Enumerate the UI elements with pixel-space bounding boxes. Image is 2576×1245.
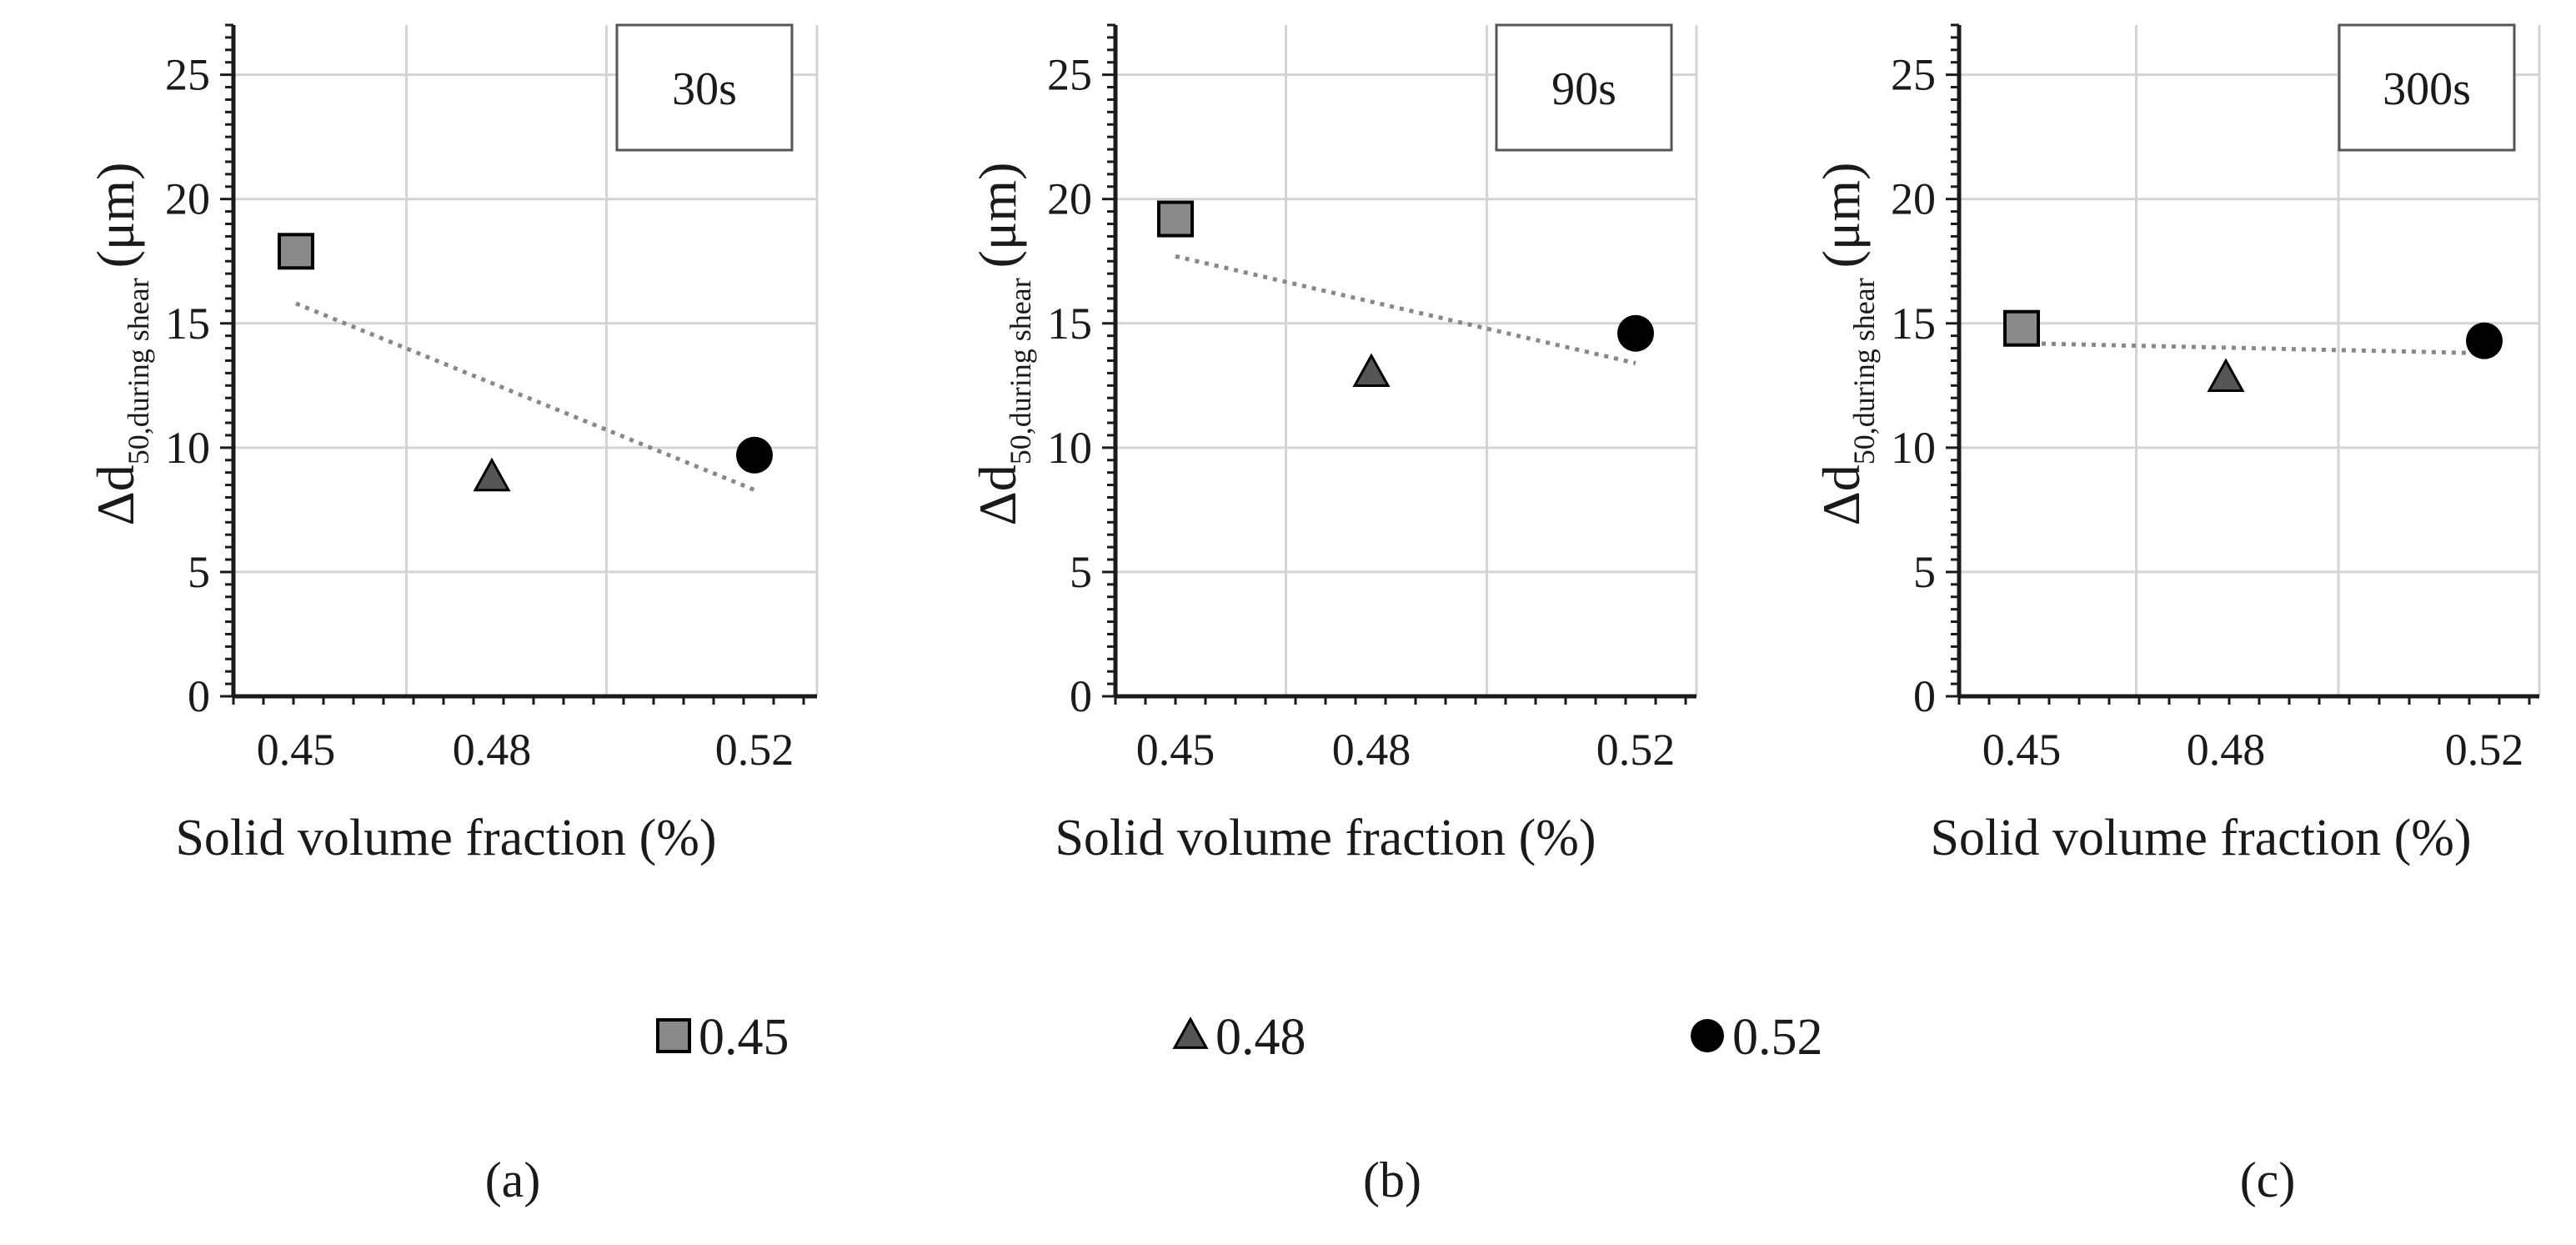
x-tick-label: 0.52	[1596, 725, 1676, 775]
trendline	[2021, 341, 2485, 356]
data-point-triangle-048	[2207, 358, 2245, 392]
x-tick-label: 0.45	[257, 725, 336, 775]
time-label-box	[615, 23, 794, 152]
legend-item: 0.52	[1691, 1009, 1823, 1066]
time-label: 30s	[672, 63, 737, 115]
x-axis-title: Solid volume fraction (%)	[1055, 810, 1596, 866]
y-title-subscript: 50,during shear	[122, 278, 155, 464]
data-point-square-045	[278, 233, 314, 270]
chart-panel-3: 0 5 10 15 20 25 0.45 0.48 0.52 Solid volume fract…	[1812, 23, 2541, 1207]
y-tick-label: 5	[188, 547, 210, 597]
y-tick-label: 25	[165, 50, 210, 100]
y-tick-label: 0	[188, 671, 210, 721]
y-tick-label: 25	[1047, 50, 1092, 100]
data-point-circle-052	[2466, 322, 2503, 359]
y-axis-title: Δd50,during shear (μm)	[1812, 163, 1881, 526]
trendline	[295, 301, 755, 492]
y-tick-label: 10	[1891, 423, 1936, 473]
legend-label: 0.48	[1215, 1009, 1306, 1066]
y-axis-title: Δd50,during shear (μm)	[86, 163, 155, 526]
y-title-unit: (μm)	[86, 163, 145, 269]
legend-label: 0.52	[1732, 1009, 1823, 1066]
legend-item: 0.48	[1172, 1009, 1306, 1066]
legend: 0.45 0.48 0.52	[656, 1009, 1823, 1066]
panel-label: (b)	[1363, 1152, 1421, 1207]
panel-label: (c)	[2240, 1152, 2296, 1207]
panel-label: (a)	[485, 1152, 541, 1207]
legend-item: 0.45	[656, 1009, 789, 1066]
x-axis-title: Solid volume fraction (%)	[175, 810, 716, 866]
y-tick-label: 20	[1047, 174, 1092, 224]
x-tick-label: 0.48	[453, 725, 532, 775]
y-tick-label: 25	[1891, 50, 1936, 100]
y-title-unit: (μm)	[968, 163, 1027, 269]
data-point-square-045	[2003, 309, 2040, 347]
y-tick-label: 0	[1913, 671, 1936, 721]
y-tick-label: 10	[165, 423, 210, 473]
data-point-circle-052	[1617, 314, 1654, 352]
y-title-unit: (μm)	[1812, 163, 1871, 269]
y-title-subscript: 50,during shear	[1004, 278, 1037, 464]
time-label-box	[2338, 23, 2516, 152]
trendline	[1175, 254, 1636, 365]
x-tick-label: 0.48	[1332, 725, 1411, 775]
y-tick-label: 5	[1913, 547, 1936, 597]
time-label: 300s	[2383, 63, 2471, 115]
y-tick-label: 5	[1070, 547, 1092, 597]
y-title-subscript: 50,during shear	[1847, 278, 1881, 464]
y-axis-title: Δd50,during shear (μm)	[968, 163, 1037, 526]
y-tick-label: 15	[1891, 299, 1936, 349]
x-tick-label: 0.52	[715, 725, 794, 775]
legend-marker-circle	[1691, 1019, 1724, 1052]
y-tick-label: 20	[1891, 174, 1936, 224]
data-point-triangle-048	[473, 457, 511, 492]
y-title-main: Δd	[1812, 464, 1871, 525]
y-tick-label: 0	[1070, 671, 1092, 721]
x-tick-label: 0.48	[2187, 725, 2266, 775]
time-label-box	[1495, 23, 1673, 152]
x-tick-label: 0.45	[1982, 725, 2062, 775]
legend-marker-square	[656, 1018, 691, 1053]
legend-label: 0.45	[699, 1009, 789, 1066]
y-title-main: Δd	[86, 464, 145, 525]
data-point-circle-052	[736, 436, 773, 474]
data-point-triangle-048	[1352, 353, 1391, 388]
legend-marker-triangle	[1172, 1017, 1209, 1049]
data-point-square-045	[1157, 200, 1194, 238]
x-axis-title: Solid volume fraction (%)	[1930, 810, 2471, 866]
y-tick-label: 10	[1047, 423, 1092, 473]
x-tick-label: 0.52	[2445, 725, 2524, 775]
y-tick-label: 15	[165, 299, 210, 349]
y-tick-label: 20	[165, 174, 210, 224]
y-tick-label: 15	[1047, 299, 1092, 349]
chart-panel-1: 0 5 10 15 20 25 0.45 0.48 0.52 Solid volume fract…	[86, 23, 819, 1207]
y-title-main: Δd	[968, 464, 1027, 525]
time-label: 90s	[1551, 63, 1616, 115]
x-tick-label: 0.45	[1136, 725, 1215, 775]
